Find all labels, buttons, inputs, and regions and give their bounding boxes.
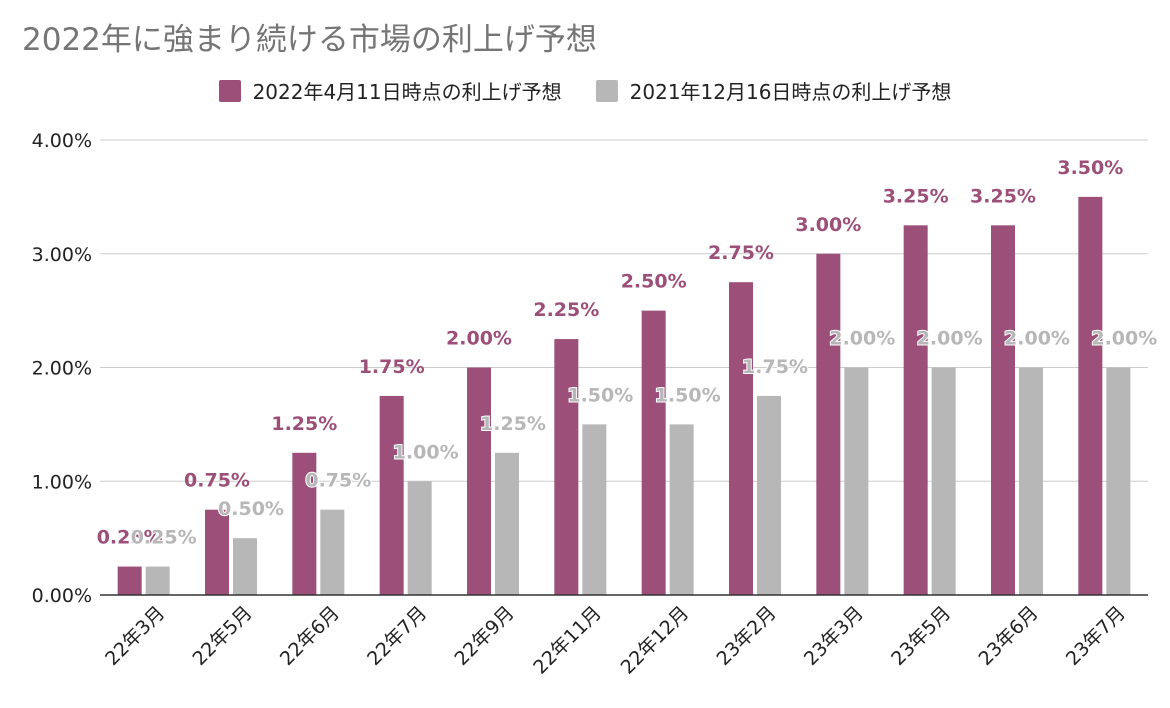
data-label: 0.25% — [131, 527, 197, 549]
bar — [729, 282, 753, 595]
bar — [816, 253, 841, 595]
x-tick-label: 23年2月 — [712, 602, 780, 670]
bar — [233, 538, 257, 595]
data-label: 1.75% — [359, 356, 425, 378]
bar — [467, 367, 491, 595]
legend-label-2021-forecast: 2021年12月16日時点の利上げ予想 — [629, 80, 952, 104]
data-label: 2.50% — [621, 271, 687, 293]
data-label: 1.25% — [271, 413, 337, 435]
x-tick-label: 23年6月 — [974, 602, 1042, 670]
bar — [931, 367, 956, 595]
bar — [292, 452, 317, 595]
legend-item-2022-forecast: 2022年4月11日時点の利上げ予想 — [218, 76, 562, 105]
bar — [205, 509, 229, 595]
data-label: 1.50% — [567, 384, 633, 406]
data-label: 0.25% — [97, 527, 163, 549]
data-label: 2.00% — [1091, 328, 1157, 350]
legend-item-2021-forecast: 2021年12月16日時点の利上げ予想 — [595, 76, 952, 105]
y-tick-label: 1.00% — [32, 471, 92, 493]
bar — [145, 566, 170, 595]
y-tick-label: 3.00% — [32, 244, 92, 266]
x-tick-label: 22年6月 — [276, 602, 344, 670]
x-tick-label: 22年11月 — [529, 602, 606, 679]
bar — [582, 424, 607, 595]
bar — [844, 367, 869, 595]
data-label: 2.25% — [533, 299, 599, 321]
bar — [669, 424, 694, 595]
data-label: 2.00% — [1004, 328, 1070, 350]
x-tick-label: 23年3月 — [800, 602, 868, 670]
y-tick-label: 4.00% — [32, 130, 92, 152]
data-label: 3.00% — [795, 214, 861, 236]
data-label: 1.75% — [742, 356, 808, 378]
bar — [379, 395, 404, 595]
x-tick-label: 22年9月 — [450, 602, 518, 670]
data-label: 0.75% — [305, 470, 371, 492]
bar — [1078, 196, 1103, 595]
bar — [903, 225, 928, 595]
data-label: 0.75% — [184, 470, 250, 492]
data-label: 3.50% — [1057, 157, 1123, 179]
data-label: 1.25% — [480, 413, 546, 435]
data-label: 2.75% — [708, 242, 774, 264]
data-label: 3.25% — [883, 185, 949, 207]
x-tick-label: 22年7月 — [363, 602, 431, 670]
bar — [320, 509, 345, 595]
legend-label-2022-forecast: 2022年4月11日時点の利上げ予想 — [252, 80, 562, 104]
data-label: 3.25% — [970, 185, 1036, 207]
bar — [495, 452, 519, 595]
data-label: 0.50% — [218, 498, 284, 520]
legend: 2022年4月11日時点の利上げ予想 2021年12月16日時点の利上げ予想 — [0, 76, 1170, 105]
legend-swatch-2021-forecast — [595, 79, 618, 102]
x-tick-label: 23年7月 — [1062, 602, 1130, 670]
bar — [991, 225, 1015, 595]
bar — [1019, 367, 1043, 595]
bar — [1106, 367, 1131, 595]
bar — [554, 339, 579, 595]
data-label: 1.00% — [393, 441, 459, 463]
x-tick-label: 22年12月 — [617, 602, 694, 679]
x-tick-label: 23年5月 — [887, 602, 955, 670]
data-label: 2.00% — [829, 328, 895, 350]
x-tick-label: 22年5月 — [188, 602, 256, 670]
y-tick-label: 0.00% — [32, 585, 92, 607]
bar — [641, 310, 666, 595]
bar — [407, 481, 432, 595]
data-label: 1.50% — [655, 384, 721, 406]
chart-title: 2022年に強まり続ける市場の利上げ予想 — [22, 22, 597, 58]
bar — [757, 395, 781, 595]
legend-swatch-2022-forecast — [218, 79, 241, 102]
data-label: 2.00% — [446, 328, 512, 350]
y-tick-label: 2.00% — [32, 358, 92, 380]
bar — [117, 566, 142, 595]
x-tick-label: 22年3月 — [101, 602, 169, 670]
data-label: 2.00% — [917, 328, 983, 350]
